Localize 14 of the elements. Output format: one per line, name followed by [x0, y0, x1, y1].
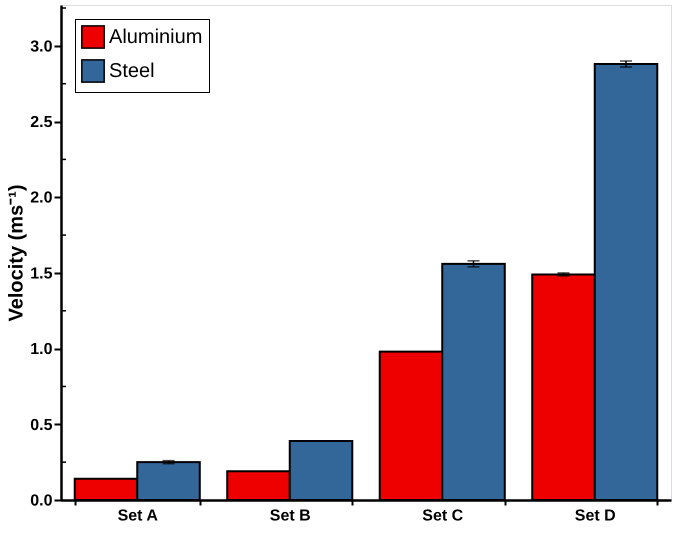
y-tick-label: 1.5	[30, 265, 53, 282]
y-tick-label: 2.5	[30, 114, 53, 132]
y-tick-label: 2.0	[30, 190, 53, 207]
x-tick-label: Set C	[422, 508, 464, 524]
y-tick-label: 3.0	[30, 38, 53, 56]
y-axis-title: Velocity (ms⁻¹)	[5, 184, 28, 322]
y-tick-label: 1.0	[30, 341, 53, 358]
legend-label: Steel	[109, 60, 155, 82]
x-tick-label: Set B	[270, 508, 311, 524]
x-tick-label: Set D	[574, 508, 616, 524]
y-tick-label: 0.0	[30, 492, 53, 510]
legend-label: Aluminium	[109, 26, 202, 48]
x-tick-label: Set A	[118, 508, 158, 524]
y-tick-label: 0.5	[30, 416, 53, 434]
